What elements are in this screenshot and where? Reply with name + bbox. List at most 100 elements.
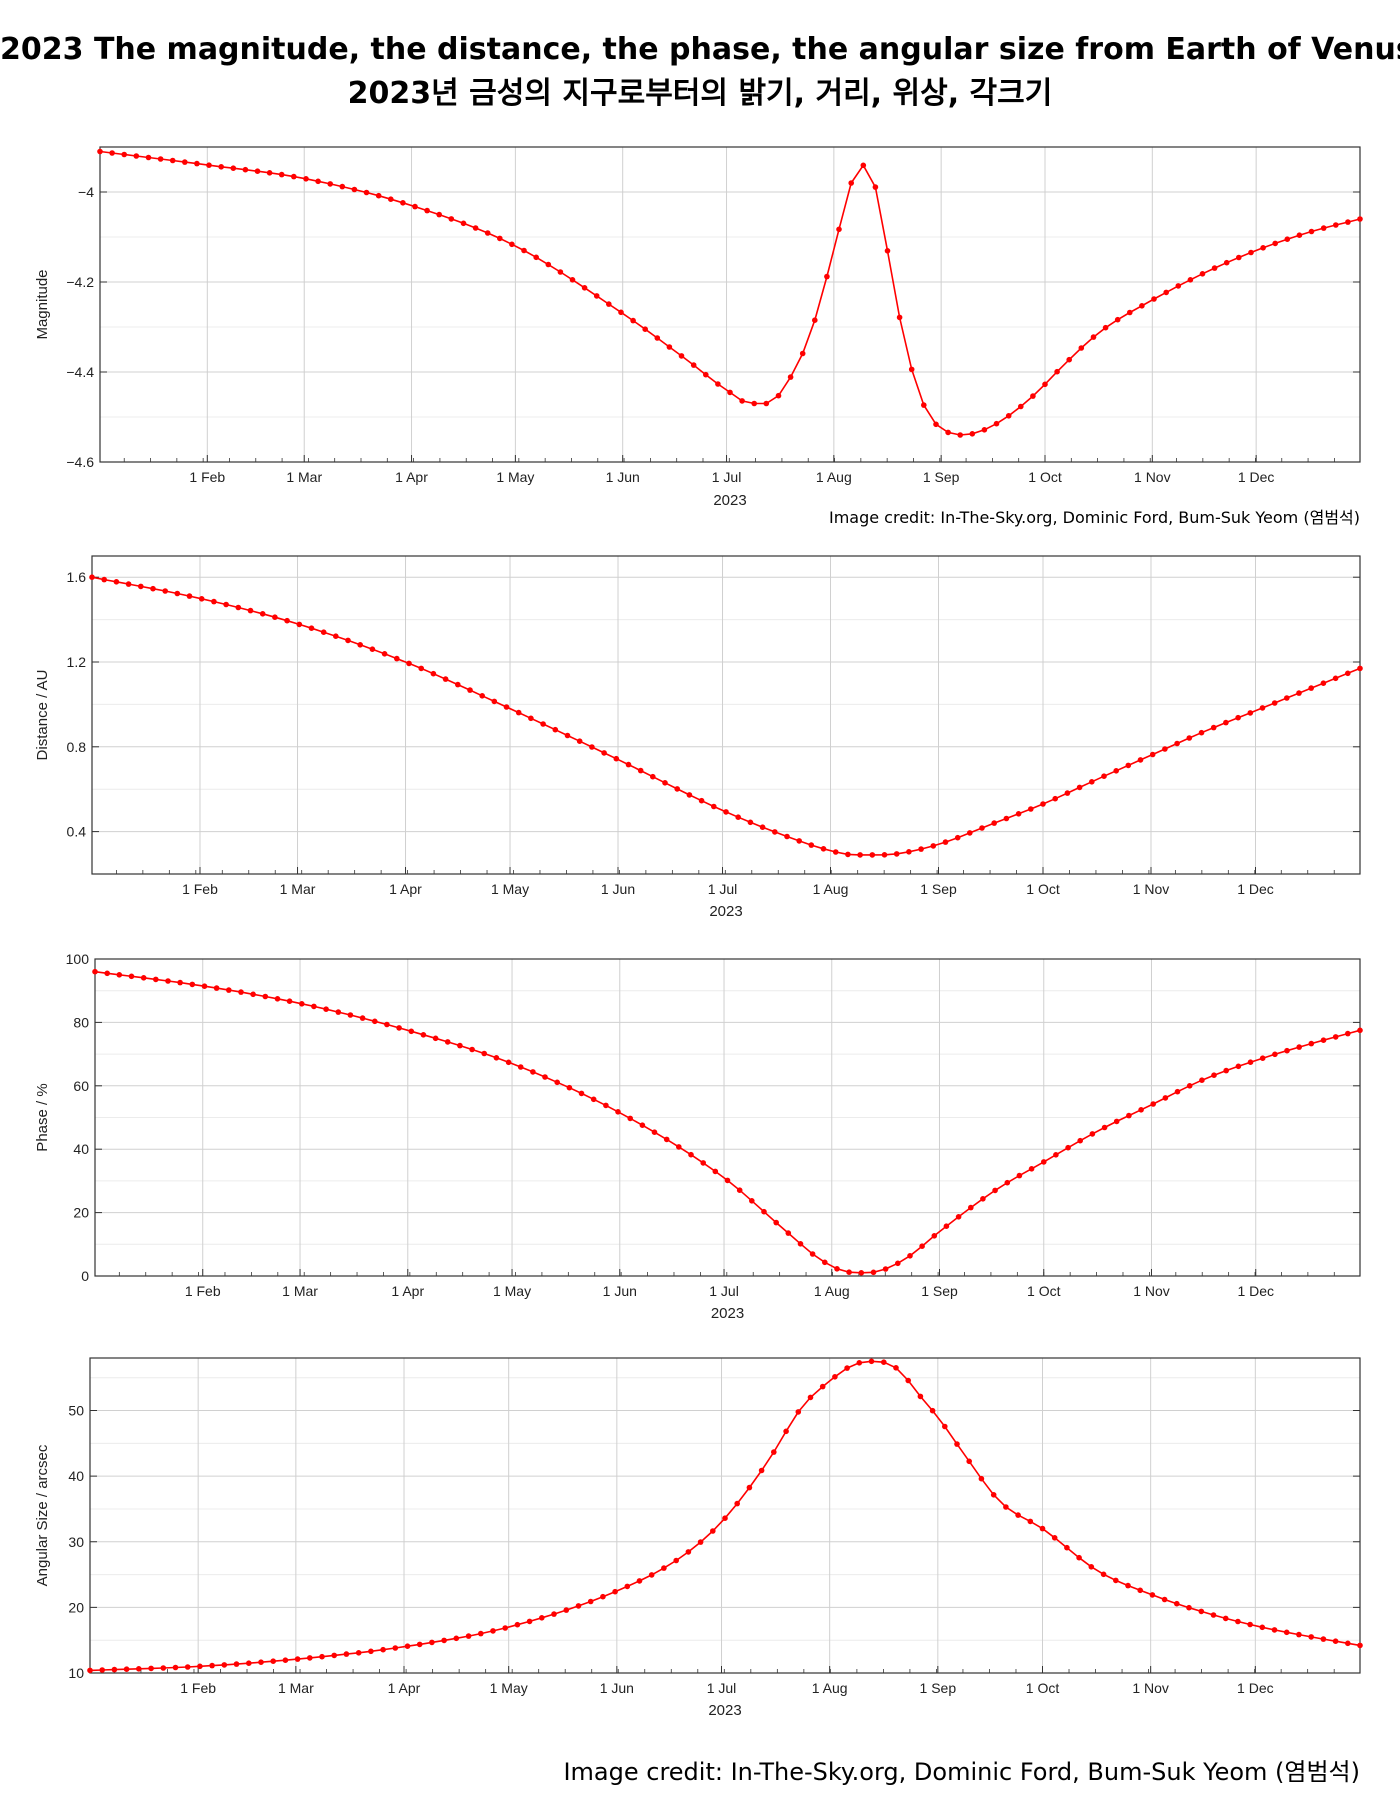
- angular-size-y-tick-label: 30: [68, 1534, 84, 1550]
- distance-data-point: [930, 843, 937, 849]
- distance-data-point: [247, 607, 254, 614]
- phase-data-point: [372, 1018, 378, 1025]
- angular-size-data-point: [490, 1628, 496, 1634]
- angular-size-data-point: [123, 1666, 130, 1672]
- angular-size-data-point: [1076, 1554, 1082, 1561]
- distance-data-point: [857, 852, 863, 858]
- distance-data-point: [650, 773, 656, 780]
- distance-data-point: [528, 715, 534, 722]
- angular-size-data-point: [1222, 1615, 1229, 1622]
- phase-x-tick-label: 1 Mar: [282, 1283, 318, 1299]
- angular-size-data-point: [990, 1492, 997, 1498]
- phase-data-point: [797, 1241, 804, 1247]
- angular-size-data-point: [893, 1365, 899, 1371]
- phase-y-tick-label: 0: [81, 1268, 89, 1284]
- angular-size-data-point: [636, 1578, 643, 1584]
- magnitude-data-point: [836, 226, 842, 233]
- angular-size-data-point: [172, 1664, 179, 1671]
- distance-data-point: [1332, 675, 1339, 682]
- angular-size-plot-frame: [89, 1357, 1361, 1674]
- distance-data-point: [772, 829, 778, 835]
- distance-y-axis-title: Distance / AU: [34, 670, 51, 761]
- distance-data-point: [503, 704, 510, 710]
- angular-size-x-tick-label: 1 Oct: [1026, 1680, 1060, 1696]
- magnitude-data-point: [921, 402, 927, 408]
- phase-data-point: [1345, 1030, 1351, 1037]
- magnitude-data-point: [1018, 403, 1024, 410]
- magnitude-data-point: [654, 335, 661, 341]
- distance-data-point: [1357, 665, 1363, 672]
- magnitude-data-point: [1175, 283, 1182, 289]
- distance-data-point: [1052, 795, 1058, 802]
- phase-data-point: [1113, 1118, 1120, 1125]
- magnitude-data-point: [824, 273, 830, 280]
- angular-size-data-point: [1259, 1624, 1266, 1631]
- magnitude-data-point: [1345, 219, 1351, 225]
- phase-data-point: [603, 1102, 609, 1109]
- distance-data-point: [198, 596, 205, 602]
- angular-size-data-point: [441, 1637, 447, 1644]
- angular-size-x-tick-label: 1 Mar: [278, 1680, 314, 1696]
- magnitude-y-tick-label: −4.6: [66, 454, 94, 470]
- distance-data-point: [686, 792, 693, 798]
- magnitude-data-point: [194, 160, 200, 167]
- magnitude-data-point: [206, 162, 212, 168]
- angular-size-data-point: [1235, 1618, 1241, 1625]
- phase-data-point: [274, 996, 281, 1002]
- angular-size-x-tick-label: 1 Apr: [388, 1680, 421, 1696]
- phase-data-point: [201, 983, 208, 989]
- phase-data-point: [773, 1219, 779, 1226]
- phase-data-point: [615, 1109, 621, 1115]
- phase-x-tick-label: 1 Jun: [603, 1283, 637, 1299]
- magnitude-data-point: [1127, 309, 1133, 316]
- angular-size-x-tick-label: 1 May: [490, 1680, 528, 1696]
- phase-data-point: [420, 1032, 427, 1038]
- angular-size-x-axis-title: 2023: [708, 1702, 741, 1719]
- distance-x-tick-label: 1 May: [491, 881, 529, 897]
- angular-size-data-point: [87, 1667, 93, 1674]
- magnitude-data-point: [521, 247, 527, 254]
- distance-data-point: [418, 665, 425, 672]
- distance-data-point: [1223, 719, 1229, 726]
- phase-data-point: [226, 987, 232, 993]
- distance-data-point: [552, 726, 559, 733]
- angular-size-x-tick-label: 1 Jul: [707, 1680, 737, 1696]
- angular-size-data-point: [453, 1635, 460, 1642]
- phase-data-point: [213, 985, 220, 991]
- phase-data-point: [943, 1223, 950, 1229]
- phase-data-point: [140, 975, 147, 981]
- magnitude-data-point: [848, 180, 854, 186]
- angular-size-data-point: [1088, 1564, 1095, 1570]
- magnitude-data-point: [1187, 277, 1194, 283]
- angular-size-data-point: [111, 1666, 118, 1673]
- phase-data-point: [882, 1266, 889, 1272]
- angular-size-data-point: [392, 1645, 399, 1651]
- distance-data-point: [942, 839, 949, 845]
- chart-title-english: 2023 The magnitude, the distance, the ph…: [0, 32, 1400, 67]
- angular-size-data-point: [710, 1528, 716, 1534]
- phase-data-point: [262, 993, 269, 1000]
- phase-data-point: [1150, 1101, 1156, 1107]
- phase-data-point: [165, 978, 171, 984]
- phase-data-point: [1186, 1083, 1193, 1089]
- angular-size-data-point: [478, 1630, 484, 1637]
- angular-size-data-point: [587, 1598, 594, 1605]
- distance-data-point: [845, 851, 851, 858]
- phase-x-axis-title: 2023: [711, 1305, 744, 1322]
- angular-size-data-point: [355, 1650, 362, 1656]
- magnitude-data-point: [945, 429, 951, 436]
- phase-data-point: [1004, 1179, 1011, 1186]
- magnitude-data-point: [533, 254, 539, 261]
- distance-data-point: [1247, 710, 1254, 716]
- phase-data-point: [554, 1079, 560, 1086]
- angular-size-data-point: [1015, 1512, 1021, 1518]
- angular-size-x-tick-label: 1 Nov: [1132, 1680, 1169, 1696]
- magnitude-data-point: [593, 293, 600, 299]
- magnitude-data-point: [860, 162, 867, 169]
- angular-size-data-point: [1283, 1629, 1290, 1636]
- angular-size-data-point: [954, 1441, 960, 1447]
- distance-data-point: [1101, 773, 1107, 779]
- distance-data-point: [345, 637, 351, 644]
- magnitude-data-point: [1151, 296, 1157, 302]
